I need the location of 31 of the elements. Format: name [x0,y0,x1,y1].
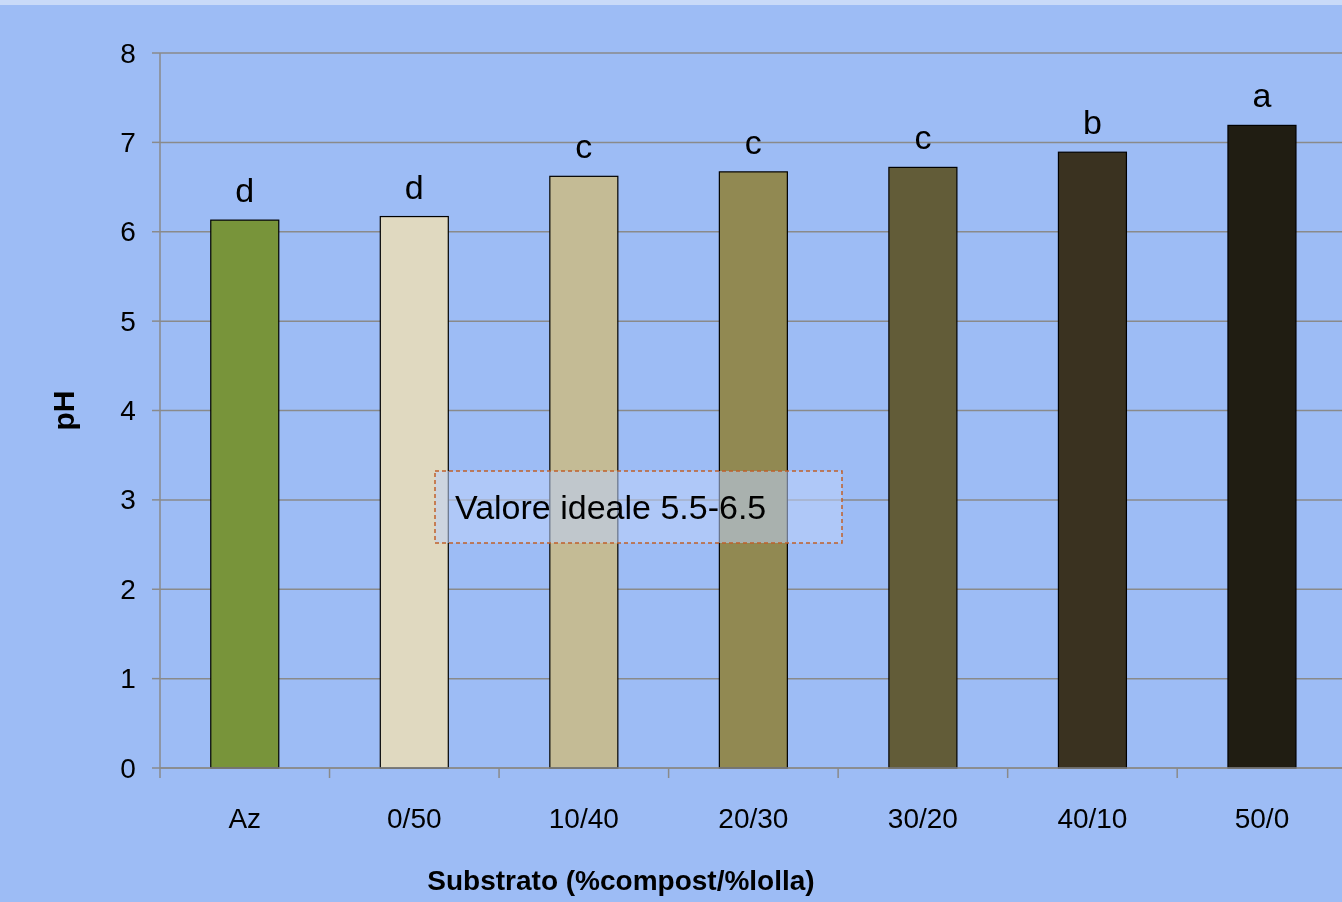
x-tick-label: 50/0 [1234,803,1290,834]
annotation: Valore ideale 5.5-6.5 [455,488,767,526]
annotation: a [1252,76,1272,115]
x-tick-label: 10/40 [548,803,619,834]
y-tick-label: 5 [120,305,136,337]
bar [888,166,958,769]
y-tick-label: 8 [120,37,136,69]
y-tick-label: 3 [120,484,136,516]
bar [1227,124,1297,769]
x-tick-label: 30/20 [887,803,958,834]
y-tick-label: 6 [120,216,136,248]
bar [379,215,449,769]
annotation: c [914,118,932,157]
y-tick-label: 2 [120,573,136,605]
y-axis-title: pH [47,390,80,431]
x-tick-label: 0/50 [387,803,442,834]
bar [210,219,280,769]
x-tick-label: Az [228,803,262,834]
annotation: d [404,167,424,206]
x-tick-label: 40/10 [1057,803,1128,834]
y-tick-label: 0 [120,752,136,784]
x-tick-label: 20/30 [718,803,789,834]
annotation: c [744,122,762,161]
y-tick-label: 7 [120,126,136,158]
annotation: c [575,127,593,166]
y-tick-label: 4 [120,395,136,426]
x-axis-title: Substrato (%compost/%lolla) [427,865,815,896]
bar [1057,151,1128,769]
y-tick-label: 1 [120,663,136,695]
annotation: b [1082,103,1102,142]
annotation: d [235,171,255,210]
